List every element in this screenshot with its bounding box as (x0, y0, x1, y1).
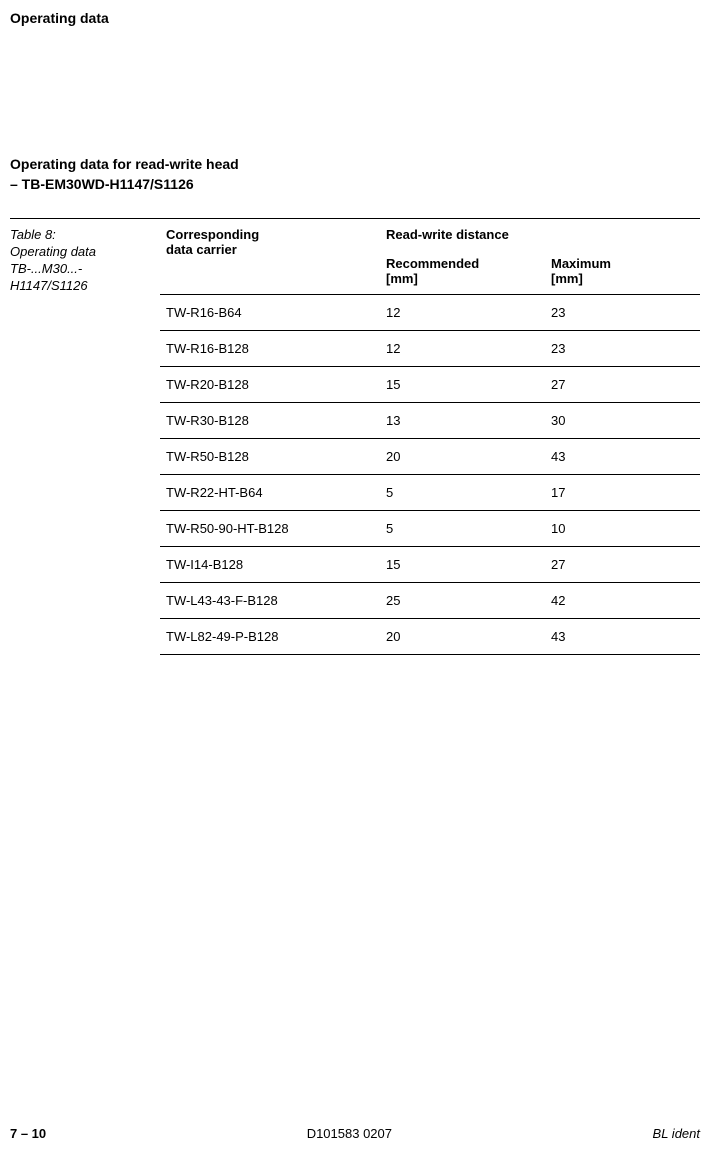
page-header: Operating data (10, 10, 109, 26)
cell-recommended: 20 (380, 619, 545, 655)
cell-maximum: 30 (545, 403, 700, 439)
data-table: Corresponding data carrier Read-write di… (160, 219, 700, 655)
cell-recommended: 12 (380, 331, 545, 367)
table-caption: Table 8: Operating data TB-...M30...- H1… (10, 219, 160, 655)
table-body: TW-R16-B64 12 23 TW-R16-B128 12 23 TW-R2… (160, 295, 700, 655)
cell-carrier: TW-R16-B64 (160, 295, 380, 331)
footer-docnum: D101583 0207 (307, 1126, 392, 1141)
cell-maximum: 43 (545, 439, 700, 475)
cell-recommended: 5 (380, 511, 545, 547)
cell-carrier: TW-R50-90-HT-B128 (160, 511, 380, 547)
cell-recommended: 12 (380, 295, 545, 331)
cell-recommended: 5 (380, 475, 545, 511)
col2-line1: Recommended (386, 256, 539, 271)
cell-maximum: 23 (545, 295, 700, 331)
footer-page: 7 – 10 (10, 1126, 46, 1141)
page-header-title: Operating data (10, 10, 109, 26)
caption-line2: TB-...M30...- (10, 261, 82, 276)
col-header-distance: Read-write distance (380, 219, 700, 248)
col1-line1: Corresponding (166, 227, 374, 242)
table-row: TW-R50-90-HT-B128 5 10 (160, 511, 700, 547)
table-row: TW-R50-B128 20 43 (160, 439, 700, 475)
section-title-line2: – TB-EM30WD-H1147/S1126 (10, 176, 194, 192)
col3-line2: [mm] (551, 271, 694, 286)
cell-carrier: TW-R30-B128 (160, 403, 380, 439)
cell-maximum: 27 (545, 547, 700, 583)
caption-label: Table 8: (10, 227, 56, 242)
col1-line2: data carrier (166, 242, 374, 257)
content-area: Table 8: Operating data TB-...M30...- H1… (10, 218, 700, 655)
table-row: TW-R16-B128 12 23 (160, 331, 700, 367)
cell-maximum: 23 (545, 331, 700, 367)
cell-recommended: 20 (380, 439, 545, 475)
cell-carrier: TW-L43-43-F-B128 (160, 583, 380, 619)
cell-carrier: TW-R50-B128 (160, 439, 380, 475)
col3-line1: Maximum (551, 256, 694, 271)
cell-carrier: TW-L82-49-P-B128 (160, 619, 380, 655)
col-header-carrier: Corresponding data carrier (160, 219, 380, 295)
cell-maximum: 43 (545, 619, 700, 655)
section-title: Operating data for read-write head – TB-… (10, 155, 239, 194)
col-header-maximum: Maximum [mm] (545, 248, 700, 295)
caption-line1: Operating data (10, 244, 96, 259)
cell-maximum: 10 (545, 511, 700, 547)
col-header-recommended: Recommended [mm] (380, 248, 545, 295)
table-row: TW-R22-HT-B64 5 17 (160, 475, 700, 511)
footer: 7 – 10 D101583 0207 BL ident (10, 1126, 700, 1141)
table-row: TW-I14-B128 15 27 (160, 547, 700, 583)
cell-recommended: 25 (380, 583, 545, 619)
cell-maximum: 42 (545, 583, 700, 619)
table-row: TW-L82-49-P-B128 20 43 (160, 619, 700, 655)
col2-line2: [mm] (386, 271, 539, 286)
caption-line3: H1147/S1126 (10, 278, 88, 293)
cell-maximum: 17 (545, 475, 700, 511)
cell-carrier: TW-R22-HT-B64 (160, 475, 380, 511)
cell-recommended: 13 (380, 403, 545, 439)
table-row: TW-R30-B128 13 30 (160, 403, 700, 439)
cell-carrier: TW-I14-B128 (160, 547, 380, 583)
section-title-line1: Operating data for read-write head (10, 156, 239, 172)
cell-recommended: 15 (380, 547, 545, 583)
footer-brand: BL ident (653, 1126, 700, 1141)
cell-recommended: 15 (380, 367, 545, 403)
cell-carrier: TW-R16-B128 (160, 331, 380, 367)
cell-carrier: TW-R20-B128 (160, 367, 380, 403)
cell-maximum: 27 (545, 367, 700, 403)
table-row: TW-R16-B64 12 23 (160, 295, 700, 331)
table-row: TW-R20-B128 15 27 (160, 367, 700, 403)
table-row: TW-L43-43-F-B128 25 42 (160, 583, 700, 619)
